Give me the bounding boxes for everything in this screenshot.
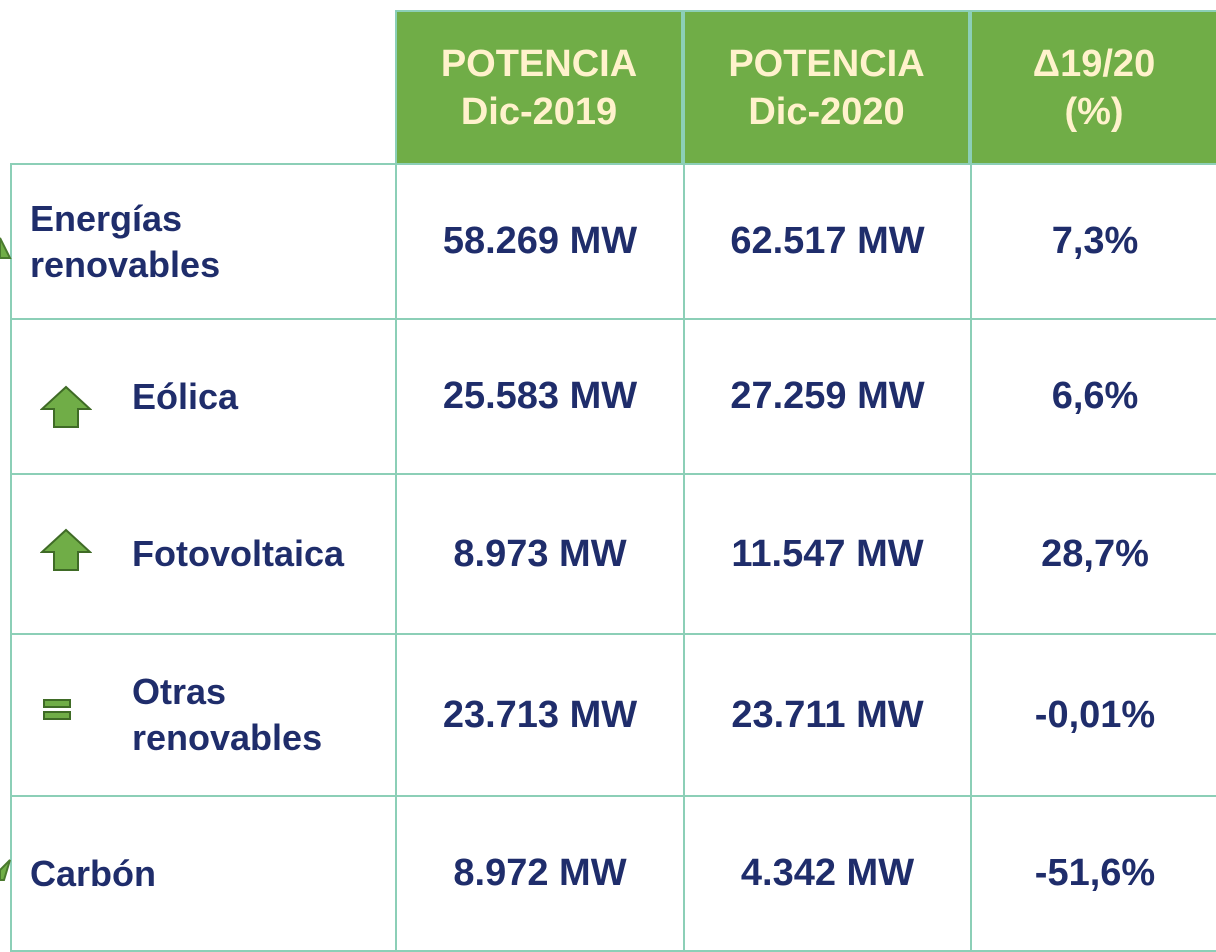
header-text: POTENCIA	[440, 42, 638, 85]
value-text: 6,6%	[1051, 375, 1139, 417]
value-text: 7,3%	[1051, 220, 1139, 262]
row-label: Eólica	[132, 375, 239, 417]
value-text: 23.711 MW	[731, 693, 924, 736]
value-text: 62.517 MW	[730, 220, 925, 262]
value-text: 58.269 MW	[442, 220, 638, 262]
value-text: 27.259 MW	[730, 375, 925, 417]
value-text: 23.713 MW	[442, 693, 638, 736]
value-cell: 28,7%	[970, 473, 1216, 635]
header-text: (%)	[1064, 90, 1124, 133]
header-text: Dic-2020	[748, 90, 905, 133]
value-text: -51,6%	[1034, 852, 1156, 894]
header-cell: POTENCIA Dic-2020	[683, 10, 970, 165]
row-label: Carbón	[30, 852, 156, 894]
row-label-cell: Fotovoltaica	[10, 473, 397, 635]
row-label: Energías	[30, 197, 183, 239]
row-label-cell: Carbón	[10, 795, 397, 952]
value-cell: 6,6%	[970, 318, 1216, 475]
up-arrow-icon	[40, 385, 92, 428]
row-label-cell: Energías renovables	[10, 163, 397, 320]
row-label: renovables	[132, 717, 323, 758]
header-cell: Δ19/20 (%)	[970, 10, 1216, 165]
value-cell: 62.517 MW	[683, 163, 972, 320]
value-cell: 7,3%	[970, 163, 1216, 320]
value-text: 11.547 MW	[731, 532, 924, 575]
value-cell: -0,01%	[970, 633, 1216, 797]
row-label: Fotovoltaica	[132, 533, 345, 574]
equal-icon	[43, 699, 71, 720]
header-cell: POTENCIA Dic-2019	[395, 10, 683, 165]
header-text: POTENCIA	[728, 42, 925, 85]
value-text: 8.973 MW	[453, 532, 627, 575]
arrow-fragment	[0, 237, 12, 259]
up-arrow-icon	[40, 528, 92, 571]
value-cell: 4.342 MW	[683, 795, 972, 952]
value-cell: -51,6%	[970, 795, 1216, 952]
value-text: -0,01%	[1034, 693, 1156, 736]
header-text: Δ19/20	[1032, 42, 1156, 85]
row-label-cell: Otras renovables	[10, 633, 397, 797]
value-text: 25.583 MW	[442, 375, 638, 417]
value-text: 4.342 MW	[740, 852, 915, 894]
value-cell: 23.711 MW	[683, 633, 972, 797]
row-label: Otras	[132, 671, 227, 712]
arrow-fragment	[0, 859, 11, 881]
value-cell: 8.972 MW	[395, 795, 685, 952]
value-cell: 27.259 MW	[683, 318, 972, 475]
value-cell: 11.547 MW	[683, 473, 972, 635]
header-text: Dic-2019	[460, 90, 618, 133]
value-cell: 25.583 MW	[395, 318, 685, 475]
value-text: 8.972 MW	[453, 852, 627, 894]
value-cell: 58.269 MW	[395, 163, 685, 320]
value-cell: 8.973 MW	[395, 473, 685, 635]
value-cell: 23.713 MW	[395, 633, 685, 797]
value-text: 28,7%	[1041, 532, 1149, 575]
row-label: renovables	[30, 243, 221, 285]
